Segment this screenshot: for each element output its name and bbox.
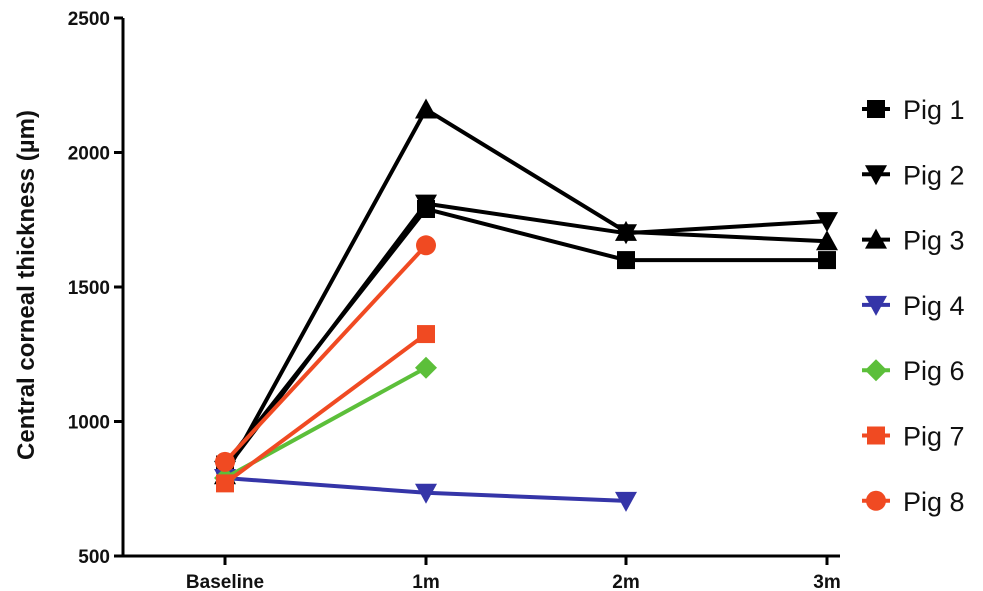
y-axis-title: Central corneal thickness (µm) xyxy=(13,110,40,460)
y-tick-label: 2000 xyxy=(68,144,110,165)
data-point xyxy=(816,212,838,233)
x-tick-label: 3m xyxy=(813,572,840,591)
series-layer xyxy=(214,98,838,512)
legend: Pig 1 Pig 2 Pig 3 Pig 4 Pig 6 Pig 7 Pig 8 xyxy=(862,95,965,517)
data-point xyxy=(866,490,886,511)
x-tick-label: 1m xyxy=(412,572,439,591)
y-tick-label: 500 xyxy=(78,547,110,568)
series-line xyxy=(223,201,828,472)
legend-item: Pig 8 xyxy=(862,487,965,517)
data-point xyxy=(415,194,437,215)
legend-label: Pig 1 xyxy=(903,95,965,125)
data-point xyxy=(816,230,838,251)
series-pig-4 xyxy=(214,468,637,512)
data-point xyxy=(865,359,887,382)
data-point xyxy=(415,98,437,119)
data-point xyxy=(415,356,437,379)
legend-label: Pig 6 xyxy=(903,356,965,386)
series-pig-7 xyxy=(216,325,435,493)
legend-item: Pig 6 xyxy=(862,356,965,386)
data-point xyxy=(867,426,885,445)
data-point xyxy=(818,251,836,270)
data-point xyxy=(215,451,235,472)
x-tick-label: 2m xyxy=(612,572,639,591)
x-ticks: Baseline 1m 2m 3m xyxy=(186,556,841,591)
series-pig-3 xyxy=(214,98,838,485)
y-tick-label: 1500 xyxy=(68,278,110,299)
data-point xyxy=(415,483,437,504)
legend-item: Pig 4 xyxy=(862,291,965,321)
series-pig-8 xyxy=(215,235,436,472)
series-line xyxy=(223,243,428,464)
series-line xyxy=(223,332,428,485)
legend-label: Pig 3 xyxy=(903,226,965,256)
data-point xyxy=(617,251,635,270)
legend-label: Pig 8 xyxy=(903,487,965,517)
data-point xyxy=(865,228,887,249)
legend-label: Pig 2 xyxy=(903,160,965,190)
y-tick-label: 2500 xyxy=(68,9,110,30)
legend-item: Pig 3 xyxy=(862,226,965,256)
data-point xyxy=(615,220,637,241)
data-point xyxy=(867,100,885,118)
data-point xyxy=(416,235,436,256)
data-point xyxy=(865,165,887,186)
legend-label: Pig 7 xyxy=(903,422,965,452)
legend-item: Pig 2 xyxy=(862,160,965,190)
legend-label: Pig 4 xyxy=(903,291,965,321)
x-tick-label: Baseline xyxy=(186,572,264,591)
data-point xyxy=(615,491,637,512)
legend-item: Pig 1 xyxy=(862,95,965,125)
y-ticks: 500 1000 1500 2000 2500 xyxy=(68,9,123,568)
y-tick-label: 1000 xyxy=(68,413,110,434)
legend-item: Pig 7 xyxy=(862,422,965,452)
series-line xyxy=(223,107,828,477)
data-point xyxy=(865,295,887,316)
data-point xyxy=(216,474,234,493)
data-point xyxy=(417,325,435,344)
